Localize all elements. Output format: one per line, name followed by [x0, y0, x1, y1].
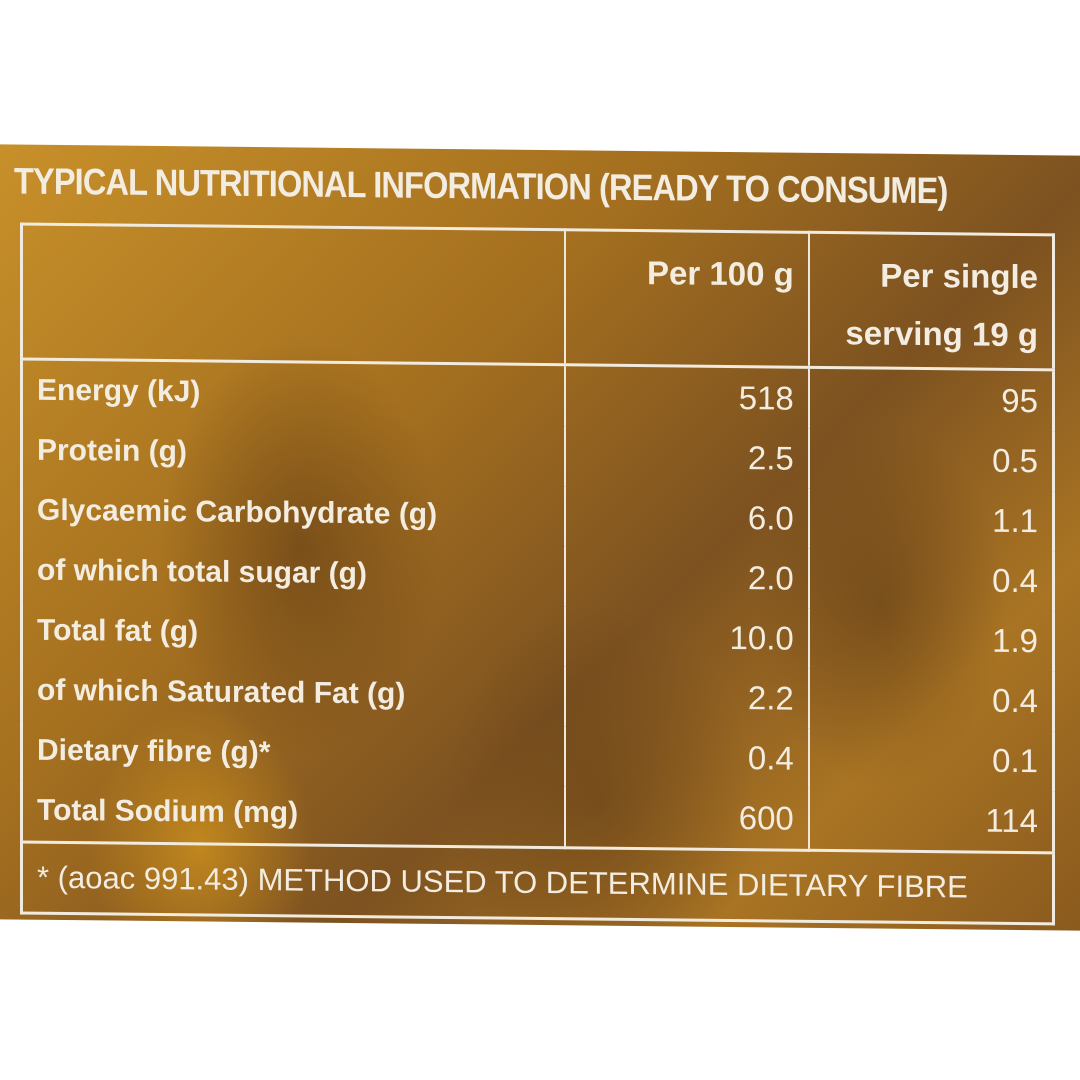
header-per-serving: Per single serving 19 g — [808, 232, 1054, 370]
label-title: TYPICAL NUTRITIONAL INFORMATION (READY T… — [14, 160, 948, 212]
per-serving-value: 1.9 — [808, 608, 1054, 672]
per-serving-value: 0.4 — [808, 668, 1054, 732]
nutrient-label: Protein (g) — [37, 433, 187, 469]
per-100g-value: 0.4 — [564, 726, 809, 789]
header-nutrient — [21, 224, 565, 365]
table-row: Total Sodium (mg) 600 114 — [22, 781, 1054, 853]
table-row: Energy (kJ) 518 95 — [22, 359, 1054, 432]
table-row: Glycaemic Carbohydrate (g) 6.0 1.1 — [22, 481, 1054, 552]
per-serving-value: 0.4 — [808, 548, 1054, 612]
per-serving-value: 0.1 — [808, 728, 1054, 792]
nutrient-label: of which Saturated Fat (g) — [37, 673, 406, 711]
per-100g-value: 2.0 — [564, 546, 809, 609]
nutrition-label: TYPICAL NUTRITIONAL INFORMATION (READY T… — [0, 144, 1080, 931]
header-row: Per 100 g Per single serving 19 g — [21, 224, 1054, 370]
per-100g-value: 10.0 — [564, 606, 809, 669]
nutrient-label: Total Sodium (mg) — [37, 793, 299, 830]
table-row: Protein (g) 2.5 0.5 — [22, 421, 1054, 492]
table-row: Dietary fibre (g)* 0.4 0.1 — [22, 721, 1054, 792]
header-per-serving-line1: Per single — [880, 256, 1038, 296]
per-serving-value: 1.1 — [808, 488, 1054, 552]
per-100g-value: 2.5 — [564, 426, 809, 489]
header-per-serving-line2: serving 19 g — [845, 314, 1038, 354]
header-per-100g: Per 100 g — [564, 229, 809, 368]
per-100g-value: 6.0 — [564, 486, 809, 549]
per-serving-value: 0.5 — [808, 428, 1054, 492]
per-serving-value: 114 — [808, 788, 1054, 853]
per-100g-value: 518 — [564, 364, 809, 429]
nutrient-label: Total fat (g) — [37, 613, 199, 649]
table-row: of which total sugar (g) 2.0 0.4 — [22, 541, 1054, 612]
footnote: * (aoac 991.43) METHOD USED TO DETERMINE… — [21, 842, 1054, 924]
nutrient-label: of which total sugar (g) — [37, 553, 367, 591]
per-100g-value: 2.2 — [564, 666, 809, 729]
nutrient-label: Energy (kJ) — [37, 373, 201, 409]
per-serving-value: 95 — [808, 367, 1054, 432]
footnote-row: * (aoac 991.43) METHOD USED TO DETERMINE… — [21, 842, 1054, 924]
nutrient-label: Glycaemic Carbohydrate (g) — [37, 493, 438, 531]
table-row: Total fat (g) 10.0 1.9 — [22, 601, 1054, 672]
nutrient-label: Dietary fibre (g)* — [37, 733, 271, 770]
table-row: of which Saturated Fat (g) 2.2 0.4 — [22, 661, 1054, 732]
nutrition-table: Per 100 g Per single serving 19 g Energy… — [20, 222, 1055, 926]
per-100g-value: 600 — [564, 786, 809, 851]
